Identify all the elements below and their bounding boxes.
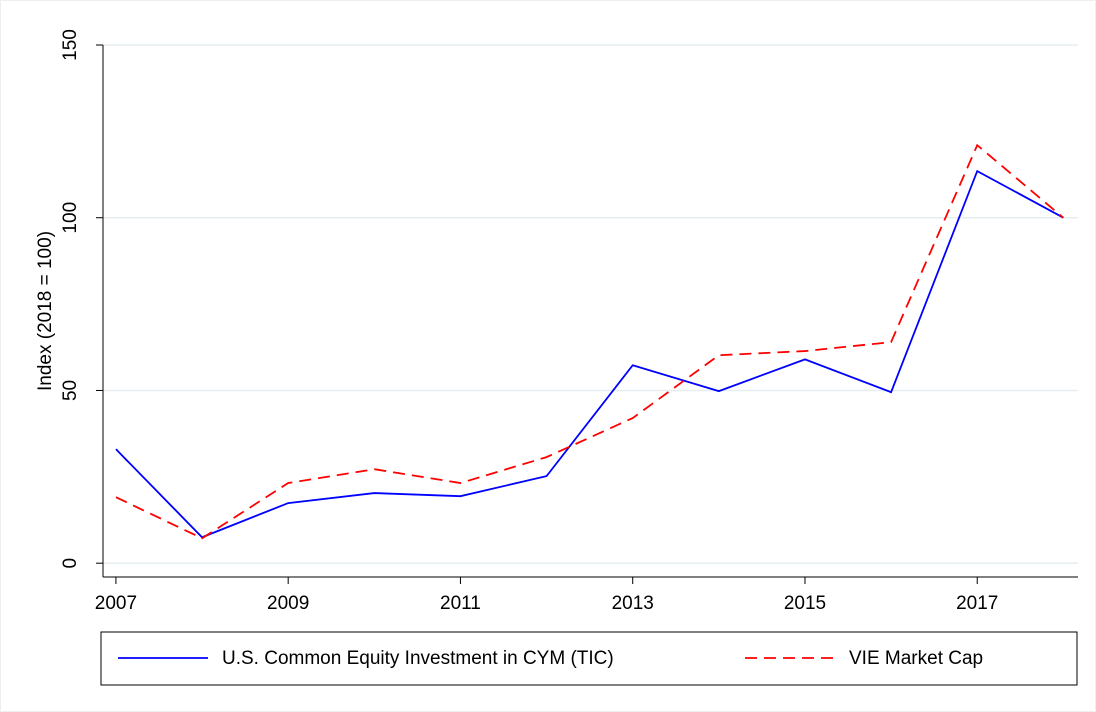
x-tick-label: 2015 xyxy=(784,593,826,614)
y-tick-label: 50 xyxy=(60,380,81,401)
x-tick-label: 2017 xyxy=(956,593,998,614)
legend-label: U.S. Common Equity Investment in CYM (TI… xyxy=(222,648,614,669)
x-tick-label: 2009 xyxy=(267,593,309,614)
x-tick-label: 2007 xyxy=(95,593,137,614)
series-line xyxy=(115,143,1064,540)
x-tick-label: 2011 xyxy=(440,593,481,614)
y-tick-label: 100 xyxy=(60,202,81,234)
series-line xyxy=(115,169,1064,539)
legend-label: VIE Market Cap xyxy=(849,648,983,669)
y-tick-label: 150 xyxy=(60,29,81,61)
x-tick-label: 2013 xyxy=(612,593,654,614)
y-axis-label: Index (2018 = 100) xyxy=(35,231,56,391)
y-tick-label: 0 xyxy=(60,558,81,569)
legend-box xyxy=(100,631,1078,686)
